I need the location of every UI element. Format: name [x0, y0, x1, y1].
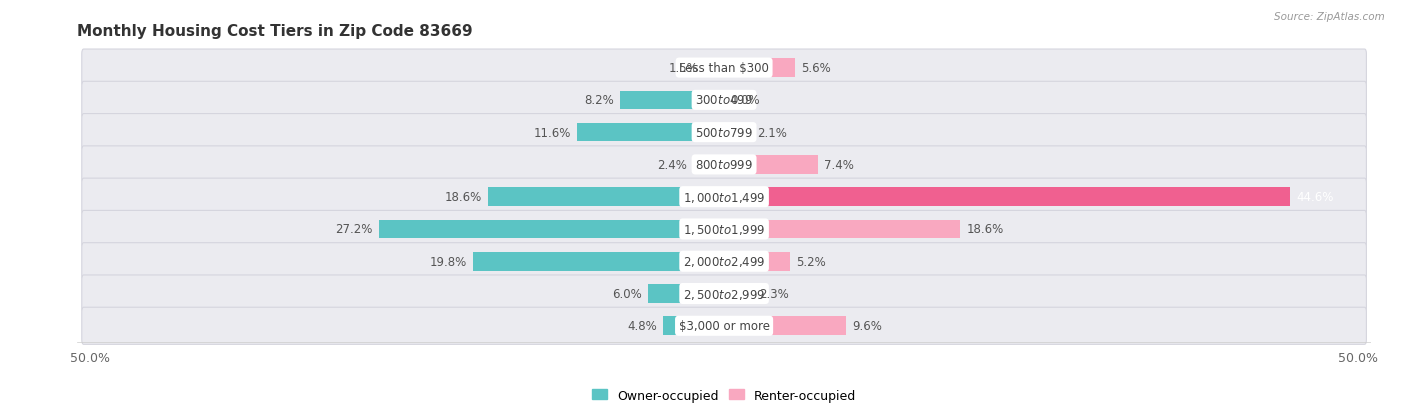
Bar: [693, 156, 724, 174]
Bar: [724, 252, 790, 271]
Text: 2.4%: 2.4%: [658, 159, 688, 171]
Text: $500 to $799: $500 to $799: [695, 126, 754, 139]
Text: 5.2%: 5.2%: [796, 255, 827, 268]
FancyBboxPatch shape: [82, 147, 1367, 183]
Bar: [704, 59, 724, 78]
Text: 44.6%: 44.6%: [1296, 191, 1333, 204]
FancyBboxPatch shape: [82, 275, 1367, 312]
Text: $1,000 to $1,499: $1,000 to $1,499: [683, 190, 765, 204]
Text: 11.6%: 11.6%: [533, 126, 571, 139]
Text: 7.4%: 7.4%: [824, 159, 855, 171]
Text: $3,000 or more: $3,000 or more: [679, 320, 769, 332]
Legend: Owner-occupied, Renter-occupied: Owner-occupied, Renter-occupied: [588, 384, 860, 406]
Text: 5.6%: 5.6%: [801, 62, 831, 75]
Bar: [724, 220, 960, 239]
Text: 4.8%: 4.8%: [627, 320, 657, 332]
Text: 9.6%: 9.6%: [852, 320, 882, 332]
Text: Source: ZipAtlas.com: Source: ZipAtlas.com: [1274, 12, 1385, 22]
Bar: [576, 123, 724, 142]
FancyBboxPatch shape: [82, 211, 1367, 248]
Bar: [724, 156, 818, 174]
Text: Less than $300: Less than $300: [679, 62, 769, 75]
Text: $800 to $999: $800 to $999: [695, 159, 754, 171]
Bar: [724, 317, 846, 335]
Bar: [380, 220, 724, 239]
Text: 18.6%: 18.6%: [444, 191, 482, 204]
Text: 1.5%: 1.5%: [669, 62, 699, 75]
FancyBboxPatch shape: [82, 308, 1367, 344]
Text: $300 to $499: $300 to $499: [695, 94, 754, 107]
Bar: [724, 285, 754, 303]
Text: Monthly Housing Cost Tiers in Zip Code 83669: Monthly Housing Cost Tiers in Zip Code 8…: [77, 24, 472, 39]
Text: 8.2%: 8.2%: [583, 94, 614, 107]
Bar: [648, 285, 724, 303]
Text: $2,000 to $2,499: $2,000 to $2,499: [683, 255, 765, 268]
Text: 27.2%: 27.2%: [336, 223, 373, 236]
Text: $1,500 to $1,999: $1,500 to $1,999: [683, 223, 765, 236]
Bar: [724, 188, 1289, 206]
FancyBboxPatch shape: [82, 114, 1367, 151]
Text: 2.3%: 2.3%: [759, 287, 789, 300]
FancyBboxPatch shape: [82, 243, 1367, 280]
Text: 0.0%: 0.0%: [731, 94, 761, 107]
Text: $2,500 to $2,999: $2,500 to $2,999: [683, 287, 765, 301]
FancyBboxPatch shape: [82, 82, 1367, 119]
Bar: [472, 252, 724, 271]
Bar: [664, 317, 724, 335]
Text: 6.0%: 6.0%: [612, 287, 641, 300]
Text: 2.1%: 2.1%: [756, 126, 787, 139]
FancyBboxPatch shape: [82, 50, 1367, 87]
Bar: [724, 59, 796, 78]
Bar: [488, 188, 724, 206]
FancyBboxPatch shape: [82, 179, 1367, 216]
Bar: [724, 123, 751, 142]
Bar: [620, 91, 724, 110]
Text: 19.8%: 19.8%: [429, 255, 467, 268]
Text: 18.6%: 18.6%: [966, 223, 1004, 236]
